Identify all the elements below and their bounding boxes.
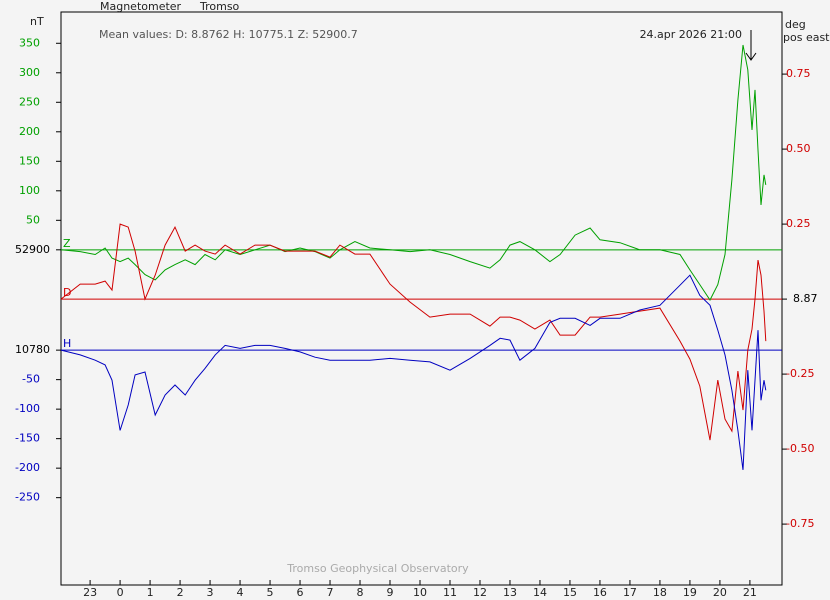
x-tick-label: 11 xyxy=(443,586,457,599)
left-unit: nT xyxy=(30,15,44,28)
series-line xyxy=(60,44,767,301)
x-tick-label: 14 xyxy=(533,586,547,599)
y-tick-label: 150 xyxy=(19,154,40,167)
plot-frame xyxy=(60,11,783,586)
y-tick-label: -200 xyxy=(15,461,40,474)
right-unit-note: pos east xyxy=(783,31,830,44)
arrow-head xyxy=(745,52,757,61)
y-tick-label: 250 xyxy=(19,95,40,108)
x-tick-label: 21 xyxy=(743,586,757,599)
y-tick-label: 8.87 xyxy=(793,292,818,305)
chart-title: Magnetometer xyxy=(100,0,182,13)
y-tick-label: -0.75 xyxy=(786,517,814,530)
y-tick-label: -0.25 xyxy=(786,367,814,380)
x-tick-label: 3 xyxy=(207,586,214,599)
chart-subtitle: Tromso xyxy=(199,0,240,13)
y-tick-label: -0.50 xyxy=(786,442,814,455)
x-tick-label: 0 xyxy=(117,586,124,599)
y-tick-label: -50 xyxy=(22,373,40,386)
x-tick-label: 16 xyxy=(593,586,607,599)
y-tick-label: 200 xyxy=(19,125,40,138)
series-line xyxy=(60,274,767,470)
x-tick-label: 20 xyxy=(713,586,727,599)
y-tick-label: 52900 xyxy=(15,243,50,256)
right-unit: deg xyxy=(785,18,806,31)
y-tick-label: 300 xyxy=(19,66,40,79)
y-tick-label: 0.50 xyxy=(786,142,811,155)
x-tick-label: 1 xyxy=(147,586,154,599)
y-tick-label: 50 xyxy=(26,213,40,226)
x-tick-label: 17 xyxy=(623,586,637,599)
x-tick-label: 23 xyxy=(83,586,97,599)
x-tick-label: 8 xyxy=(357,586,364,599)
y-tick-label: -100 xyxy=(15,402,40,415)
series-label: Z xyxy=(63,237,71,250)
series-line xyxy=(60,223,767,441)
x-tick-label: 15 xyxy=(563,586,577,599)
y-tick-label: 0.75 xyxy=(786,67,811,80)
x-tick-label: 6 xyxy=(297,586,304,599)
y-tick-label: -250 xyxy=(15,491,40,504)
y-tick-label: 10780 xyxy=(15,343,50,356)
x-tick-label: 12 xyxy=(473,586,487,599)
series-label: D xyxy=(63,286,71,299)
y-tick-label: 0.25 xyxy=(786,217,811,230)
y-tick-label: 100 xyxy=(19,184,40,197)
mean-values: Mean values: D: 8.8762 H: 10775.1 Z: 529… xyxy=(99,28,358,41)
x-tick-label: 9 xyxy=(387,586,394,599)
series-label: H xyxy=(63,337,71,350)
x-tick-label: 5 xyxy=(267,586,274,599)
x-tick-label: 4 xyxy=(237,586,244,599)
y-tick-label: -150 xyxy=(15,432,40,445)
x-tick-label: 2 xyxy=(177,586,184,599)
x-tick-label: 7 xyxy=(327,586,334,599)
x-tick-label: 10 xyxy=(413,586,427,599)
y-tick-label: 350 xyxy=(19,36,40,49)
x-tick-label: 18 xyxy=(653,586,667,599)
credit: Tromso Geophysical Observatory xyxy=(286,562,469,575)
x-tick-label: 19 xyxy=(683,586,697,599)
now-arrow xyxy=(745,30,757,61)
timestamp: 24.apr 2026 21:00 xyxy=(640,28,742,41)
x-tick-label: 13 xyxy=(503,586,517,599)
